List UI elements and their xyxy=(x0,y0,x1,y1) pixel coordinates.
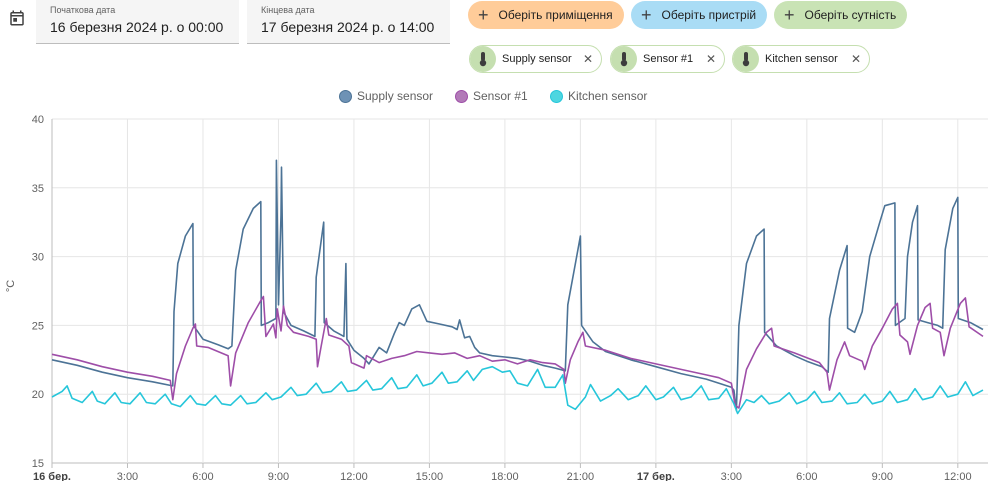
series-line-supply-sensor[interactable] xyxy=(51,159,984,412)
x-tick-label: 12:00 xyxy=(944,471,972,481)
choose-device-label: Оберіть пристрій xyxy=(661,8,757,22)
x-tick-label: 6:00 xyxy=(796,471,817,481)
chart-legend: Supply sensor Sensor #1 Kitchen sensor xyxy=(0,89,1000,105)
end-date-value: 17 березня 2024 р. о 14:00 xyxy=(261,19,435,35)
legend-marker xyxy=(339,89,352,103)
thermometer-icon xyxy=(611,46,637,72)
calendar-icon[interactable] xyxy=(8,9,26,27)
y-tick-label: 15 xyxy=(32,458,44,470)
legend-item-sensor-1[interactable]: Sensor #1 xyxy=(455,89,528,103)
start-date-value: 16 березня 2024 р. о 00:00 xyxy=(50,19,224,35)
y-axis-ticks: 15 20 25 30 35 40 xyxy=(32,114,44,470)
x-tick-label: 15:00 xyxy=(416,471,444,481)
legend-label: Kitchen sensor xyxy=(568,89,648,103)
end-date-label: Кінцева дата xyxy=(261,5,315,15)
choose-entity-button[interactable]: + Оберіть сутність xyxy=(774,1,907,29)
x-tick-label: 9:00 xyxy=(872,471,893,481)
thermometer-icon xyxy=(470,46,496,72)
y-axis-label: °C xyxy=(5,280,17,292)
temperature-chart[interactable]: 15 20 25 30 35 40 16 бер. 3:00 6:00 9:00 12:00 15:… xyxy=(0,108,1000,481)
start-date-field[interactable]: Початкова дата 16 березня 2024 р. о 00:0… xyxy=(36,0,239,44)
x-tick-label: 12:00 xyxy=(340,471,368,481)
y-tick-label: 25 xyxy=(32,320,44,332)
choose-area-button[interactable]: + Оберіть приміщення xyxy=(468,1,624,29)
thermometer-icon xyxy=(733,46,759,72)
close-icon[interactable]: ✕ xyxy=(582,52,593,66)
x-axis-ticks: 16 бер. 3:00 6:00 9:00 12:00 15:00 18:00 21:00 1… xyxy=(33,471,972,481)
series-line-kitchen-sensor[interactable] xyxy=(51,365,984,415)
chart-series xyxy=(51,159,984,415)
series-line-sensor-1[interactable] xyxy=(51,295,984,409)
y-tick-label: 20 xyxy=(32,389,44,401)
plus-icon: + xyxy=(641,5,652,25)
legend-label: Sensor #1 xyxy=(473,89,528,103)
x-tick-label: 16 бер. xyxy=(33,471,71,481)
legend-item-supply-sensor[interactable]: Supply sensor xyxy=(339,89,433,103)
chip-label: Kitchen sensor xyxy=(765,53,838,65)
entity-chip-supply-sensor[interactable]: Supply sensor ✕ xyxy=(469,45,602,73)
legend-item-kitchen-sensor[interactable]: Kitchen sensor xyxy=(550,89,647,103)
chip-label: Sensor #1 xyxy=(643,53,694,65)
y-tick-label: 35 xyxy=(32,183,44,195)
x-tick-label: 9:00 xyxy=(268,471,289,481)
entity-chip-sensor-1[interactable]: Sensor #1 ✕ xyxy=(610,45,725,73)
choose-entity-label: Оберіть сутність xyxy=(804,8,897,22)
start-date-label: Початкова дата xyxy=(50,5,116,15)
x-tick-label: 3:00 xyxy=(721,471,742,481)
x-tick-label: 18:00 xyxy=(491,471,519,481)
plus-icon: + xyxy=(784,5,795,25)
y-tick-label: 40 xyxy=(32,114,44,126)
close-icon[interactable]: ✕ xyxy=(850,52,861,66)
legend-marker xyxy=(455,89,468,103)
x-tick-label: 3:00 xyxy=(117,471,138,481)
entity-chip-kitchen-sensor[interactable]: Kitchen sensor ✕ xyxy=(732,45,870,73)
close-icon[interactable]: ✕ xyxy=(705,52,716,66)
legend-label: Supply sensor xyxy=(357,89,434,103)
legend-marker xyxy=(550,89,563,103)
plus-icon: + xyxy=(478,5,489,25)
chip-label: Supply sensor xyxy=(502,53,572,65)
choose-area-label: Оберіть приміщення xyxy=(498,8,613,22)
y-tick-label: 30 xyxy=(32,252,44,264)
choose-device-button[interactable]: + Оберіть пристрій xyxy=(631,1,767,29)
end-date-field[interactable]: Кінцева дата 17 березня 2024 р. о 14:00 xyxy=(247,0,450,44)
x-tick-label: 17 бер. xyxy=(637,471,675,481)
x-tick-label: 6:00 xyxy=(192,471,213,481)
x-tick-label: 21:00 xyxy=(567,471,595,481)
